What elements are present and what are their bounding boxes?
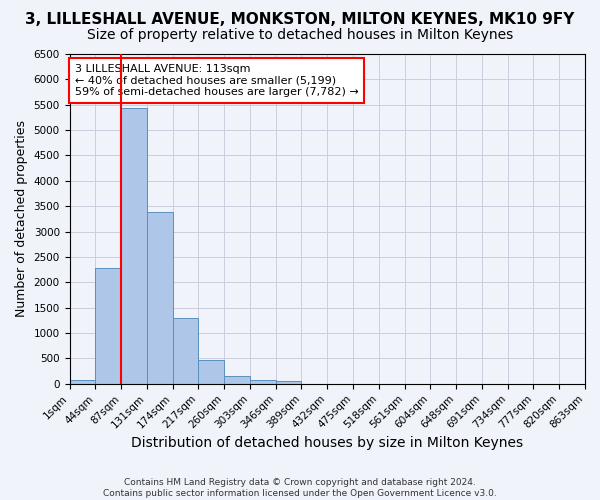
Bar bbox=[199, 360, 224, 384]
Text: Contains HM Land Registry data © Crown copyright and database right 2024.
Contai: Contains HM Land Registry data © Crown c… bbox=[103, 478, 497, 498]
Bar bbox=[250, 380, 276, 384]
Text: Size of property relative to detached houses in Milton Keynes: Size of property relative to detached ho… bbox=[87, 28, 513, 42]
Bar bbox=[95, 268, 121, 384]
Bar bbox=[70, 380, 95, 384]
Text: 3 LILLESHALL AVENUE: 113sqm
← 40% of detached houses are smaller (5,199)
59% of : 3 LILLESHALL AVENUE: 113sqm ← 40% of det… bbox=[74, 64, 358, 97]
Bar bbox=[276, 382, 301, 384]
Bar bbox=[147, 212, 173, 384]
Bar bbox=[173, 318, 199, 384]
Y-axis label: Number of detached properties: Number of detached properties bbox=[15, 120, 28, 318]
Bar bbox=[224, 376, 250, 384]
Bar bbox=[121, 108, 147, 384]
X-axis label: Distribution of detached houses by size in Milton Keynes: Distribution of detached houses by size … bbox=[131, 436, 523, 450]
Text: 3, LILLESHALL AVENUE, MONKSTON, MILTON KEYNES, MK10 9FY: 3, LILLESHALL AVENUE, MONKSTON, MILTON K… bbox=[25, 12, 575, 28]
